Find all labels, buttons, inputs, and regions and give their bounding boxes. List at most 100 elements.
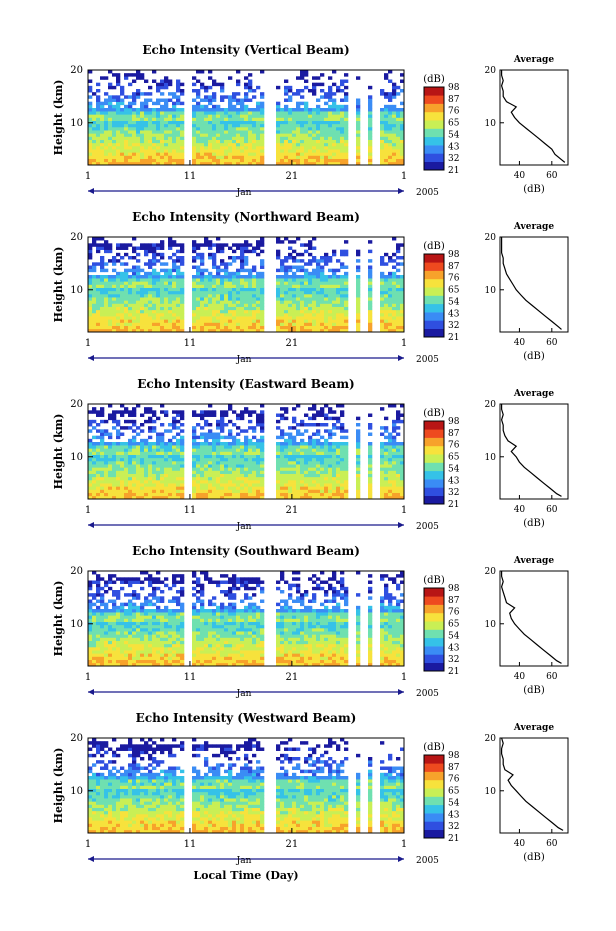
heatmap-cell (100, 149, 105, 153)
heatmap-cell (168, 256, 173, 260)
heatmap-cell (240, 142, 245, 147)
heatmap-cell (128, 275, 133, 279)
heatmap-cell (168, 454, 173, 459)
heatmap-cell (336, 281, 341, 285)
heatmap-cell (248, 470, 253, 474)
heatmap-cell (96, 612, 101, 616)
heatmap-cell (396, 111, 401, 115)
heatmap-cell (124, 95, 129, 99)
heatmap-cell (224, 155, 229, 159)
heatmap-cell (324, 473, 329, 478)
heatmap-cell (204, 297, 209, 301)
heatmap-cell (276, 294, 281, 298)
heatmap-cell (224, 300, 229, 304)
heatmap-cell (124, 117, 129, 121)
heatmap-cell (152, 133, 157, 137)
heatmap-cell (164, 467, 169, 471)
heatmap-cell (204, 486, 209, 490)
heatmap-cell (88, 480, 93, 484)
heatmap-cell (300, 149, 305, 153)
heatmap-cell (284, 265, 289, 269)
heatmap-cell (212, 313, 217, 317)
heatmap-cell (112, 445, 117, 449)
year-label: 2005 (416, 188, 439, 198)
heatmap-cell (276, 240, 281, 244)
heatmap-cell (152, 130, 157, 134)
heatmap-cell (100, 123, 105, 128)
heatmap-cell (224, 413, 229, 417)
heatmap-cell (276, 237, 281, 241)
heatmap-cell (196, 133, 201, 137)
heatmap-cell (176, 114, 181, 118)
heatmap-cell (292, 416, 297, 421)
heatmap-cell (260, 486, 265, 490)
heatmap-cell (396, 448, 401, 452)
heatmap-cell (320, 476, 325, 481)
heatmap-cell (136, 432, 141, 436)
heatmap-cell (132, 287, 137, 292)
heatmap-cell (368, 117, 373, 121)
heatmap-cell (252, 473, 257, 478)
colorbar-tick-label: 65 (448, 119, 460, 129)
heatmap-cell (256, 133, 261, 137)
heatmap-cell (292, 445, 297, 449)
heatmap-cell (388, 451, 393, 455)
heatmap-cell (124, 73, 129, 77)
heatmap-cell (132, 127, 137, 131)
heatmap-cell (236, 284, 241, 288)
heatmap-cell (304, 300, 309, 304)
heatmap-cell (108, 309, 113, 314)
heatmap-cell (116, 470, 121, 474)
heatmap-cell (288, 454, 293, 459)
heatmap-cell (340, 313, 345, 317)
heatmap-cell (196, 278, 201, 282)
heatmap-cell (192, 438, 197, 443)
heatmap-cell (104, 246, 109, 250)
heatmap-cell (240, 328, 245, 333)
heatmap-cell (368, 278, 373, 282)
heatmap-cell (252, 410, 257, 414)
heatmap-cell (240, 325, 245, 330)
heatmap-cell (196, 117, 201, 121)
heatmap-cell (96, 593, 101, 597)
heatmap-cell (96, 467, 101, 471)
heatmap-cell (160, 461, 165, 465)
heatmap-cell (328, 281, 333, 285)
heatmap-cell (212, 275, 217, 279)
heatmap-cell (384, 495, 389, 500)
heatmap-cell (344, 158, 349, 163)
heatmap-cell (320, 297, 325, 301)
heatmap-cell (96, 580, 101, 584)
heatmap-cell (292, 473, 297, 478)
heatmap-cell (296, 325, 301, 330)
heatmap-cell (296, 136, 301, 140)
heatmap-cell (340, 451, 345, 455)
heatmap-cell (232, 142, 237, 147)
heatmap-cell (296, 142, 301, 147)
heatmap-cell (388, 294, 393, 298)
heatmap-cell (252, 300, 257, 304)
heatmap-cell (368, 473, 373, 478)
heatmap-cell (148, 451, 153, 455)
heatmap-cell (276, 281, 281, 285)
heatmap-cell (120, 297, 125, 301)
heatmap-cell (300, 73, 305, 77)
heatmap-cell (320, 146, 325, 150)
heatmap-cell (244, 120, 249, 125)
heatmap-cell (120, 470, 125, 474)
heatmap-cell (220, 325, 225, 330)
heatmap-cell (164, 290, 169, 295)
heatmap-cell (344, 328, 349, 333)
heatmap-cell (400, 101, 405, 106)
heatmap-cell (244, 306, 249, 311)
heatmap-cell (128, 287, 133, 292)
heatmap-cell (192, 306, 197, 311)
heatmap-cell (380, 108, 385, 112)
heatmap-cell (392, 442, 397, 446)
heatmap-cell (196, 95, 201, 99)
heatmap-cell (324, 306, 329, 311)
heatmap-cell (368, 467, 373, 471)
heatmap-cell (156, 495, 161, 500)
heatmap-cell (164, 476, 169, 481)
heatmap-cell (192, 429, 197, 433)
